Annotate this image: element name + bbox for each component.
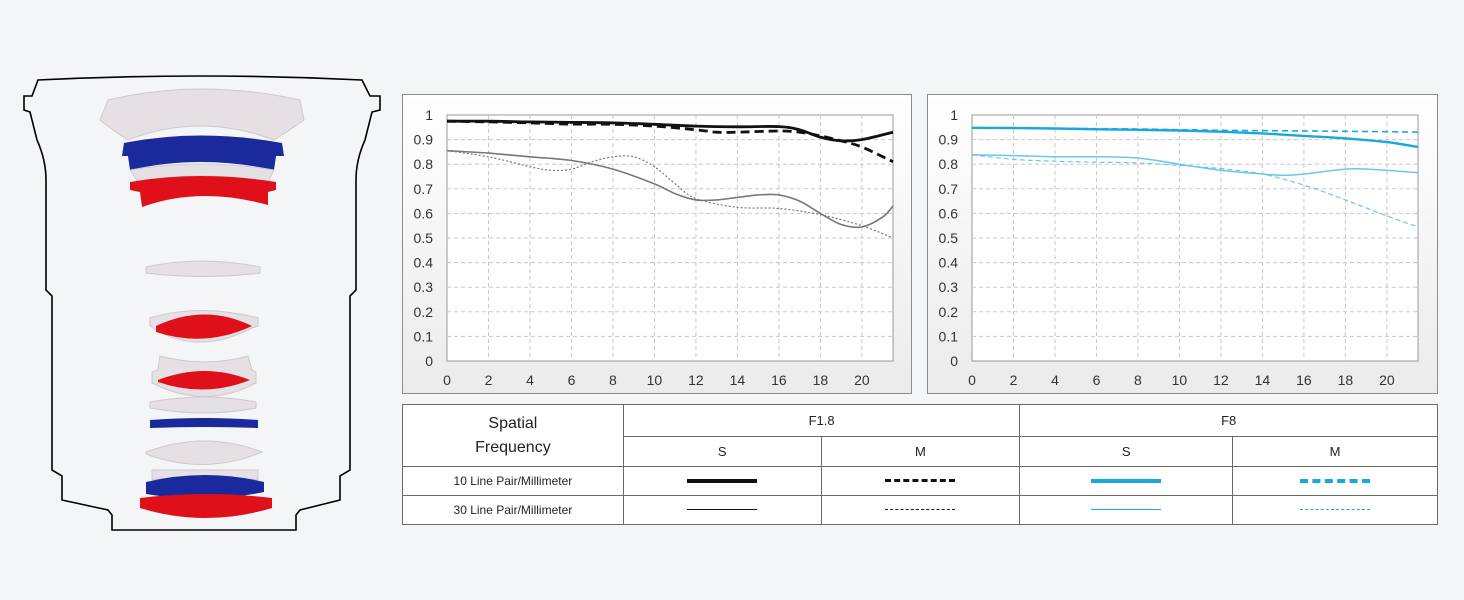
f8-sagittal-header: S — [1019, 436, 1234, 467]
lens-element-1 — [99, 88, 305, 141]
f8-meridional-header: M — [1232, 436, 1438, 467]
mtf-chart-f18-plot: 00.10.20.30.40.50.60.70.80.910 2 4 6 8 10 12 14… — [414, 107, 894, 388]
f8-y-tick-9: 0.9 — [939, 132, 959, 148]
f8-series-s30 — [971, 154, 1419, 177]
f8-x-tick-0: 0 — [968, 372, 976, 388]
spatial-label: Spatial — [488, 414, 538, 432]
legend-line-solid-thick-black — [687, 478, 758, 483]
lens-element-14 — [146, 475, 264, 499]
f8-x-tick-1: 2 — [1010, 372, 1018, 388]
legend-f18-m30 — [820, 495, 1021, 525]
lens-element-2 — [122, 135, 284, 170]
f8-series-m10 — [971, 127, 1419, 133]
legend-f18-s10 — [622, 466, 822, 496]
f18-x-tick-3: 6 — [568, 372, 576, 388]
f8-x-tick-10: 20 — [1379, 372, 1395, 388]
f18-x-tick-6: 12 — [688, 372, 704, 388]
f18-x-tick-1: 2 — [485, 372, 493, 388]
f18-x-tick-8: 16 — [771, 372, 787, 388]
f8-y-tick-2: 0.2 — [939, 304, 959, 320]
row-label-30lp: 30 Line Pair/Millimeter — [402, 495, 624, 525]
f18-y-tick-5: 0.5 — [414, 230, 434, 246]
lens-element-12 — [145, 440, 264, 465]
spatial-frequency-header: Spatial Frequency — [402, 404, 624, 467]
f8-y-tick-5: 0.5 — [939, 230, 959, 246]
f18-y-tick-4: 0.4 — [414, 255, 434, 271]
f18-x-tick-5: 10 — [647, 372, 663, 388]
f8-y-tick-4: 0.4 — [939, 255, 959, 271]
f8-series-s10 — [971, 126, 1419, 149]
legend-f8-s10 — [1019, 466, 1234, 496]
legend-f18-s30 — [622, 495, 822, 525]
f18-y-tick-0: 0 — [425, 353, 433, 369]
f8-x-tick-9: 18 — [1338, 372, 1354, 388]
f8-x-tick-3: 6 — [1093, 372, 1101, 388]
f8-series-m30 — [971, 154, 1419, 228]
f18-x-tick-4: 8 — [609, 372, 617, 388]
f8-x-tick-8: 16 — [1296, 372, 1312, 388]
f8-x-tick-2: 4 — [1051, 372, 1059, 388]
f18-y-tick-2: 0.2 — [414, 304, 434, 320]
aperture-f18-header: F1.8 — [622, 404, 1021, 437]
legend-line-dashed-thin-black — [885, 509, 956, 511]
legend-line-solid-thick-blue — [1091, 478, 1162, 483]
f8-x-tick-5: 10 — [1172, 372, 1188, 388]
f18-y-tick-6: 0.6 — [414, 205, 434, 221]
f18-x-tick-2: 4 — [526, 372, 534, 388]
f18-x-tick-10: 20 — [854, 372, 870, 388]
mtf-chart-f8-plot: 00.10.20.30.40.50.60.70.80.910 2 4 6 8 10 12 14… — [939, 107, 1419, 388]
legend-f8-s30 — [1019, 495, 1234, 525]
f8-y-tick-1: 0.1 — [939, 328, 959, 344]
lens-element-11 — [150, 418, 258, 428]
legend-f8-m30 — [1232, 495, 1438, 525]
lens-element-4 — [130, 176, 276, 207]
f18-meridional-header: M — [820, 436, 1021, 467]
legend-f18-m10 — [820, 466, 1021, 496]
lens-element-5 — [145, 260, 261, 277]
lens-element-15 — [140, 494, 272, 518]
legend-line-solid-thin-blue — [1091, 509, 1162, 511]
legend-line-dashed-thin-blue — [1300, 509, 1371, 511]
f8-y-tick-7: 0.7 — [939, 181, 959, 197]
f18-x-tick-0: 0 — [443, 372, 451, 388]
f8-x-tick-7: 14 — [1255, 372, 1271, 388]
f18-y-tick-10: 1 — [425, 107, 433, 123]
mtf-chart-f8: 0 0.1 0.2 0.3 0.4 0.5 0.6 0.7 0.8 0.9 1 0 2 4 6 8 10 12 14… — [927, 94, 1438, 394]
aperture-f8-header: F8 — [1019, 404, 1438, 437]
f18-y-tick-8: 0.8 — [414, 156, 434, 172]
legend-f8-m10 — [1232, 466, 1438, 496]
f18-y-tick-1: 0.1 — [414, 328, 434, 344]
f18-series-m30 — [446, 150, 894, 239]
legend-line-dashed-thick-black — [885, 479, 956, 483]
mtf-chart-f18: 0 0.1 0.2 0.3 0.4 0.5 0.6 0.7 0.8 0.9 1 0 2 4 6 8 10 12 14… — [402, 94, 912, 394]
f8-y-tick-0: 0 — [950, 353, 958, 369]
frequency-label: Frequency — [475, 438, 551, 456]
f8-x-tick-6: 12 — [1213, 372, 1229, 388]
lens-element-7 — [156, 314, 252, 339]
f8-y-tick-6: 0.6 — [939, 205, 959, 221]
legend-line-solid-thin-black — [687, 509, 758, 511]
lens-element-10 — [149, 396, 257, 414]
f8-y-tick-10: 1 — [950, 107, 958, 123]
f18-x-tick-7: 14 — [730, 372, 746, 388]
f18-sagittal-header: S — [622, 436, 822, 467]
f18-y-tick-9: 0.9 — [414, 132, 434, 148]
f18-x-tick-9: 18 — [813, 372, 829, 388]
f18-series-s30 — [446, 149, 894, 229]
legend-table: Spatial Frequency F1.8 F8 S M S M 10 Lin… — [402, 404, 1438, 525]
f18-series-m10 — [446, 119, 894, 163]
f8-y-tick-3: 0.3 — [939, 279, 959, 295]
lens-barrel-outline — [23, 75, 381, 531]
lens-element-9 — [158, 371, 250, 390]
f8-y-tick-8: 0.8 — [939, 156, 959, 172]
row-label-10lp: 10 Line Pair/Millimeter — [402, 466, 624, 496]
lens-construction-diagram — [23, 75, 381, 531]
f18-y-tick-7: 0.7 — [414, 181, 434, 197]
f18-y-tick-3: 0.3 — [414, 279, 434, 295]
f8-x-tick-4: 8 — [1134, 372, 1142, 388]
legend-line-dashed-thick-blue — [1300, 478, 1371, 483]
